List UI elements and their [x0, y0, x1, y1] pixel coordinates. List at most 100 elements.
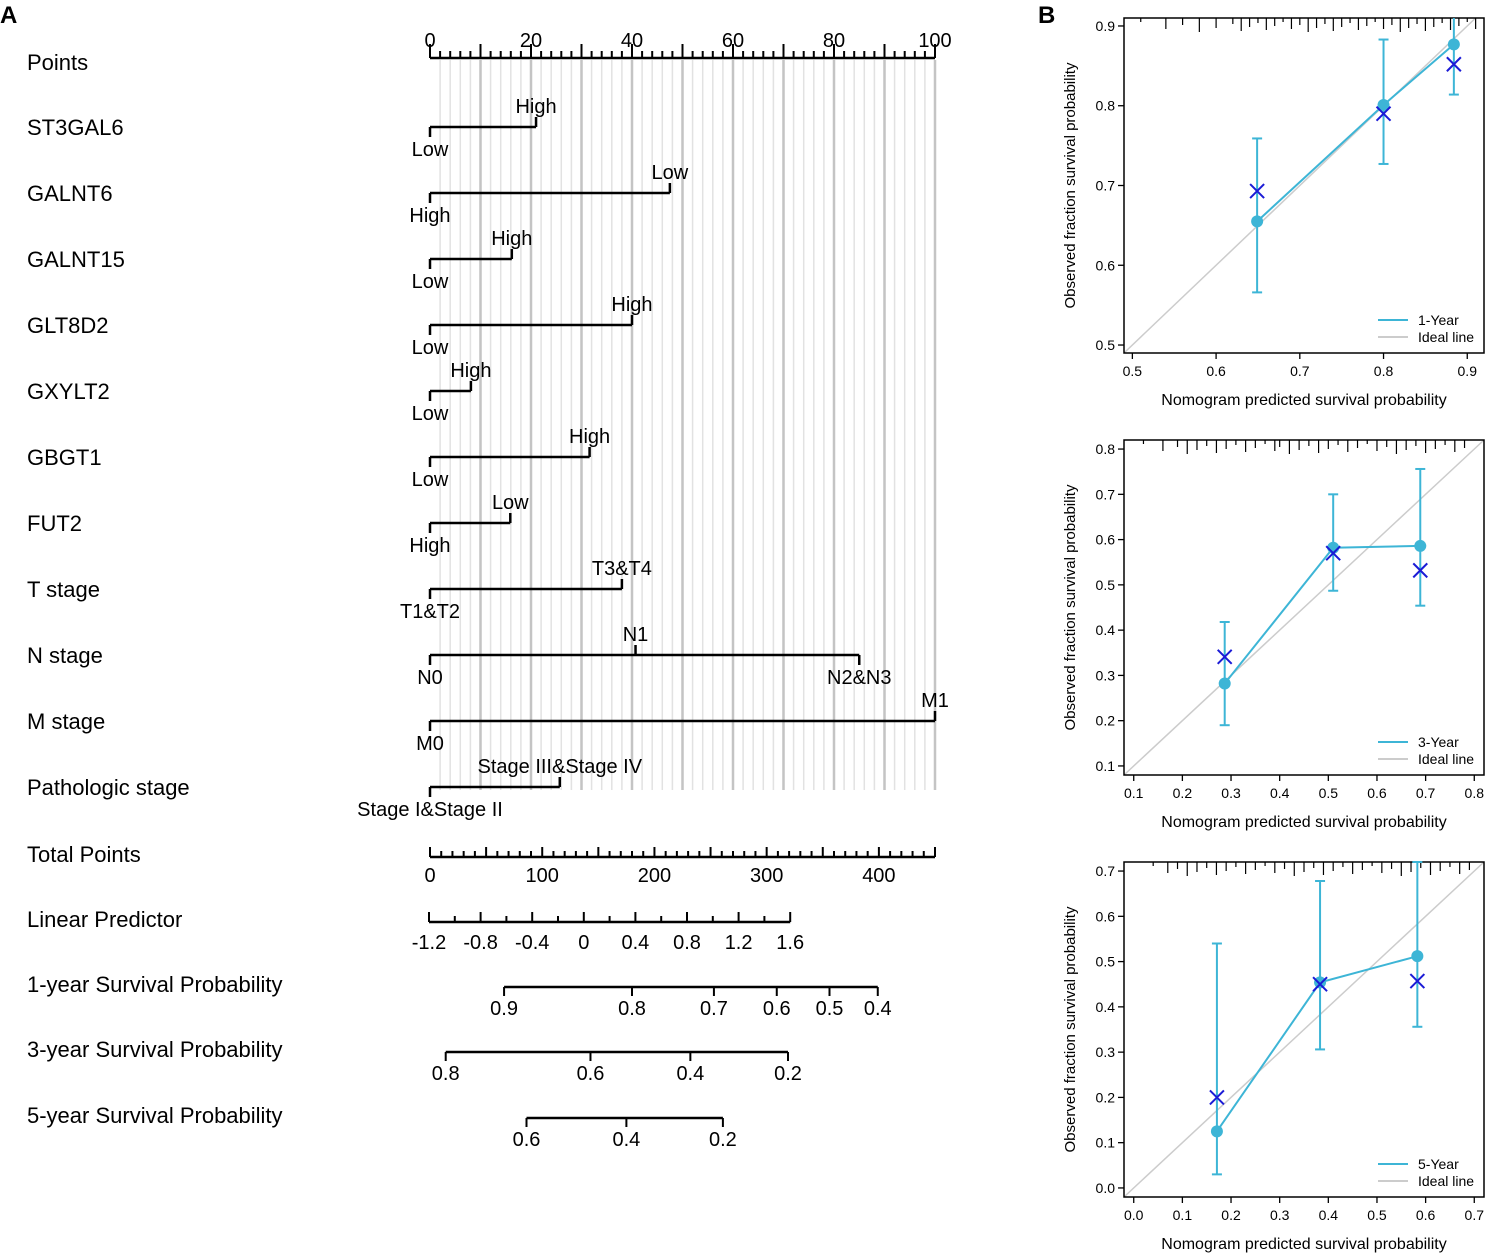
y-tick-label: 0.6	[1096, 908, 1116, 924]
cross-marker	[1409, 973, 1426, 989]
linear-predictor-tick-label: 1.6	[776, 932, 804, 954]
survival-tick-label: 0.8	[432, 1063, 460, 1085]
data-point	[1377, 98, 1390, 111]
survival-tick-label: 0.6	[577, 1063, 605, 1085]
x-tick-label: 0.5	[1319, 785, 1339, 801]
level-label-below-end: N2&N3	[827, 667, 891, 689]
level-label-below: Low	[412, 271, 449, 293]
panel-a-label: A	[0, 2, 17, 29]
linear-predictor-tick-label: 0.4	[621, 932, 649, 954]
data-point	[1414, 539, 1427, 552]
row-label-fut2: FUT2	[27, 511, 82, 536]
level-label-below: N0	[417, 667, 443, 689]
row-label-gxylt2: GXYLT2	[27, 379, 110, 404]
row-label-galnt15: GALNT15	[27, 247, 125, 272]
row-label-pathologic-stage: Pathologic stage	[27, 775, 190, 800]
y-axis-label: Observed fraction survival probability	[1062, 62, 1079, 308]
y-tick-label: 0.4	[1096, 622, 1116, 638]
data-point	[1218, 677, 1231, 690]
level-label-below: Low	[412, 337, 449, 359]
survival-tick-label: 0.4	[864, 998, 892, 1020]
survival-tick-label: 0.2	[774, 1063, 802, 1085]
x-tick-label: 0.3	[1270, 1207, 1290, 1223]
level-label-above: Stage III&Stage IV	[478, 756, 643, 778]
ideal-line	[1123, 439, 1485, 776]
x-tick-label: 0.6	[1416, 1207, 1436, 1223]
x-tick-label: 0.7	[1465, 1207, 1485, 1223]
survival-tick-label: 0.9	[490, 998, 518, 1020]
plot-frame	[1123, 439, 1485, 776]
total-points-tick-label: 200	[638, 865, 671, 887]
legend-ideal-label: Ideal line	[1418, 1173, 1474, 1189]
row-label-n-stage: N stage	[27, 643, 103, 668]
x-tick-label: 0.7	[1290, 363, 1310, 379]
row-label-points: Points	[27, 50, 88, 75]
x-tick-label: 0.8	[1374, 363, 1394, 379]
linear-predictor-tick-label: 1.2	[725, 932, 753, 954]
legend-series-label: 1-Year	[1418, 312, 1459, 328]
y-tick-label: 0.9	[1096, 18, 1116, 34]
x-tick-label: 0.7	[1416, 785, 1436, 801]
y-tick-label: 0.5	[1096, 954, 1116, 970]
panel-b-label: B	[1038, 2, 1055, 29]
x-tick-label: 0.0	[1124, 1207, 1144, 1223]
y-tick-label: 0.7	[1096, 178, 1116, 194]
y-tick-label: 0.2	[1096, 713, 1116, 729]
linear-predictor-tick-label: 0.8	[673, 932, 701, 954]
cross-marker	[1209, 1089, 1225, 1106]
points-tick-label: 60	[722, 30, 744, 52]
level-label-above: High	[569, 426, 610, 448]
x-axis-label: Nomogram predicted survival probability	[1161, 1236, 1446, 1253]
level-label-above: High	[515, 96, 556, 118]
x-tick-label: 0.1	[1124, 785, 1144, 801]
x-tick-label: 0.2	[1173, 785, 1193, 801]
ideal-line	[1123, 861, 1485, 1198]
y-tick-label: 0.6	[1096, 257, 1116, 273]
legend-series-label: 3-Year	[1418, 734, 1459, 750]
calibration-chart-3-year: 0.1 0.2 0.3 0.4 0.5 0.6 0.7 0.8 0.1 0.2 0.3 0.4 0.5 0…	[1062, 439, 1485, 831]
row-label-st3gal6: ST3GAL6	[27, 115, 124, 140]
ideal-line	[1123, 17, 1477, 354]
total-points-tick-label: 0	[424, 865, 435, 887]
data-point	[1314, 976, 1327, 989]
y-tick-label: 0.0	[1096, 1180, 1116, 1196]
level-label-above: M1	[921, 690, 949, 712]
row-label-m-stage: M stage	[27, 709, 105, 734]
y-tick-label: 0.3	[1096, 1044, 1116, 1060]
level-label-above: Low	[652, 162, 689, 184]
points-tick-label: 40	[621, 30, 643, 52]
linear-predictor-tick-label: -0.4	[515, 932, 549, 954]
level-label-above: N1	[623, 624, 649, 646]
survival-tick-label: 0.8	[618, 998, 646, 1020]
survival-tick-label: 0.2	[709, 1129, 737, 1151]
row-label-survival: 5-year Survival Probability	[27, 1103, 283, 1128]
level-label-above: High	[491, 228, 532, 250]
y-tick-label: 0.6	[1096, 532, 1116, 548]
y-tick-label: 0.5	[1096, 337, 1116, 353]
level-label-above: Low	[492, 492, 529, 514]
row-label-gbgt1: GBGT1	[27, 445, 102, 470]
level-label-above: T3&T4	[592, 558, 652, 580]
x-tick-label: 0.1	[1173, 1207, 1193, 1223]
level-label-below: Low	[412, 139, 449, 161]
data-point	[1447, 38, 1460, 51]
cross-marker	[1412, 562, 1428, 579]
x-tick-label: 0.4	[1270, 785, 1290, 801]
y-tick-label: 0.1	[1096, 758, 1116, 774]
points-tick-label: 80	[823, 30, 845, 52]
level-label-below: High	[409, 205, 450, 227]
survival-tick-label: 0.4	[612, 1129, 640, 1151]
survival-tick-label: 0.5	[816, 998, 844, 1020]
x-axis-label: Nomogram predicted survival probability	[1161, 392, 1446, 409]
row-label-survival: 3-year Survival Probability	[27, 1037, 283, 1062]
level-label-below: High	[409, 535, 450, 557]
total-points-tick-label: 300	[750, 865, 783, 887]
x-tick-label: 0.5	[1123, 363, 1143, 379]
level-label-below: Low	[412, 403, 449, 425]
y-tick-label: 0.5	[1096, 577, 1116, 593]
row-label-glt8d2: GLT8D2	[27, 313, 109, 338]
calibration-chart-1-year: 0.5 0.6 0.7 0.8 0.9 0.5 0.6 0.7 0.8 0.9 Nomogram p…	[1062, 17, 1485, 409]
level-label-below: Low	[412, 469, 449, 491]
